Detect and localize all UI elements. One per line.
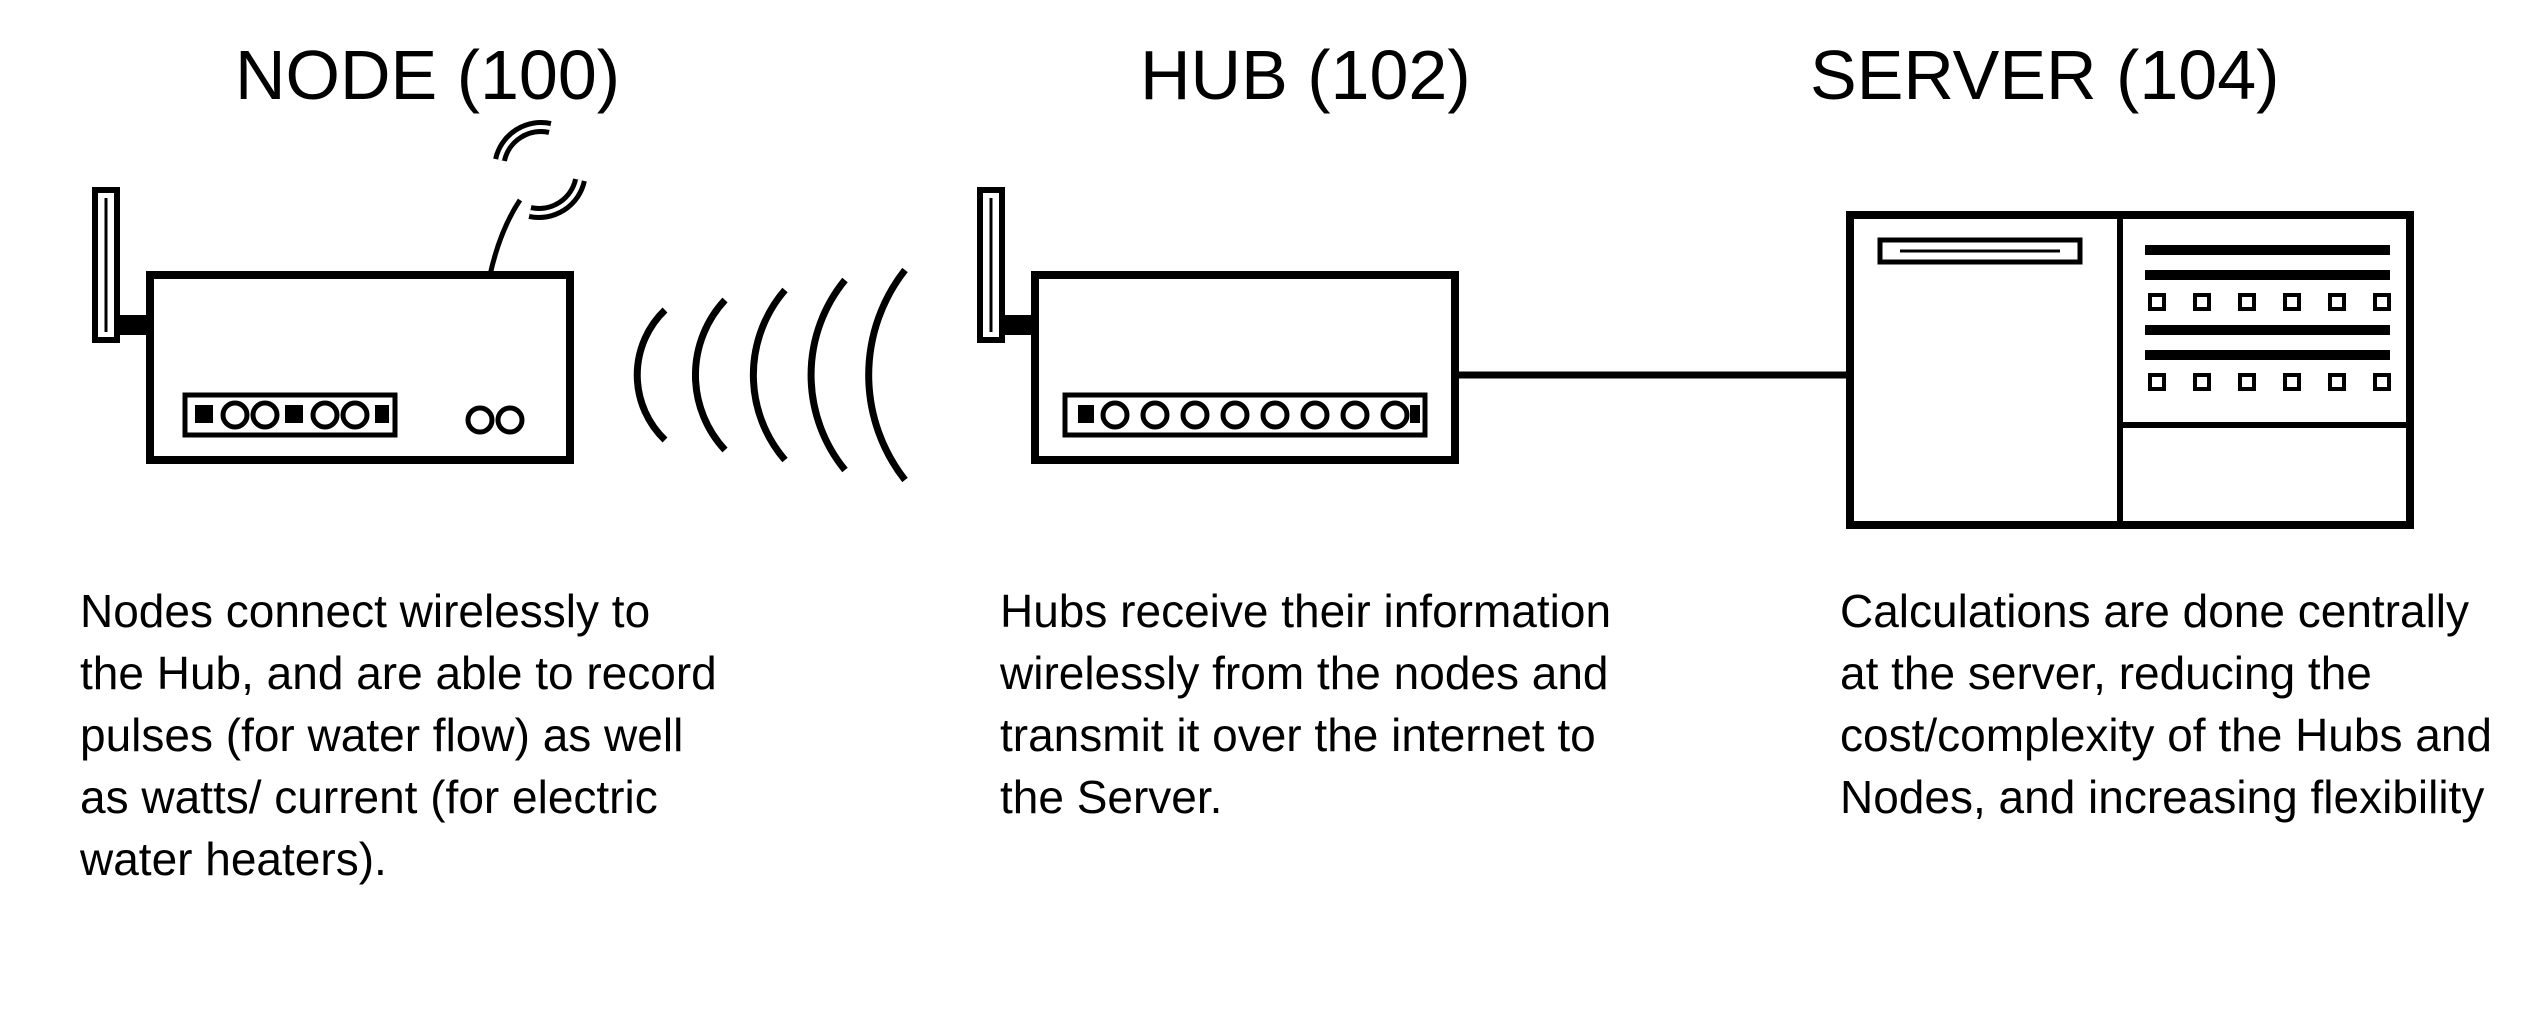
- wireless-waves-icon: [637, 270, 905, 480]
- node-device-icon: [95, 127, 580, 460]
- hub-device-icon: [980, 190, 1455, 460]
- server-device-icon: [1850, 215, 2410, 525]
- diagram-svg: [0, 0, 2532, 1014]
